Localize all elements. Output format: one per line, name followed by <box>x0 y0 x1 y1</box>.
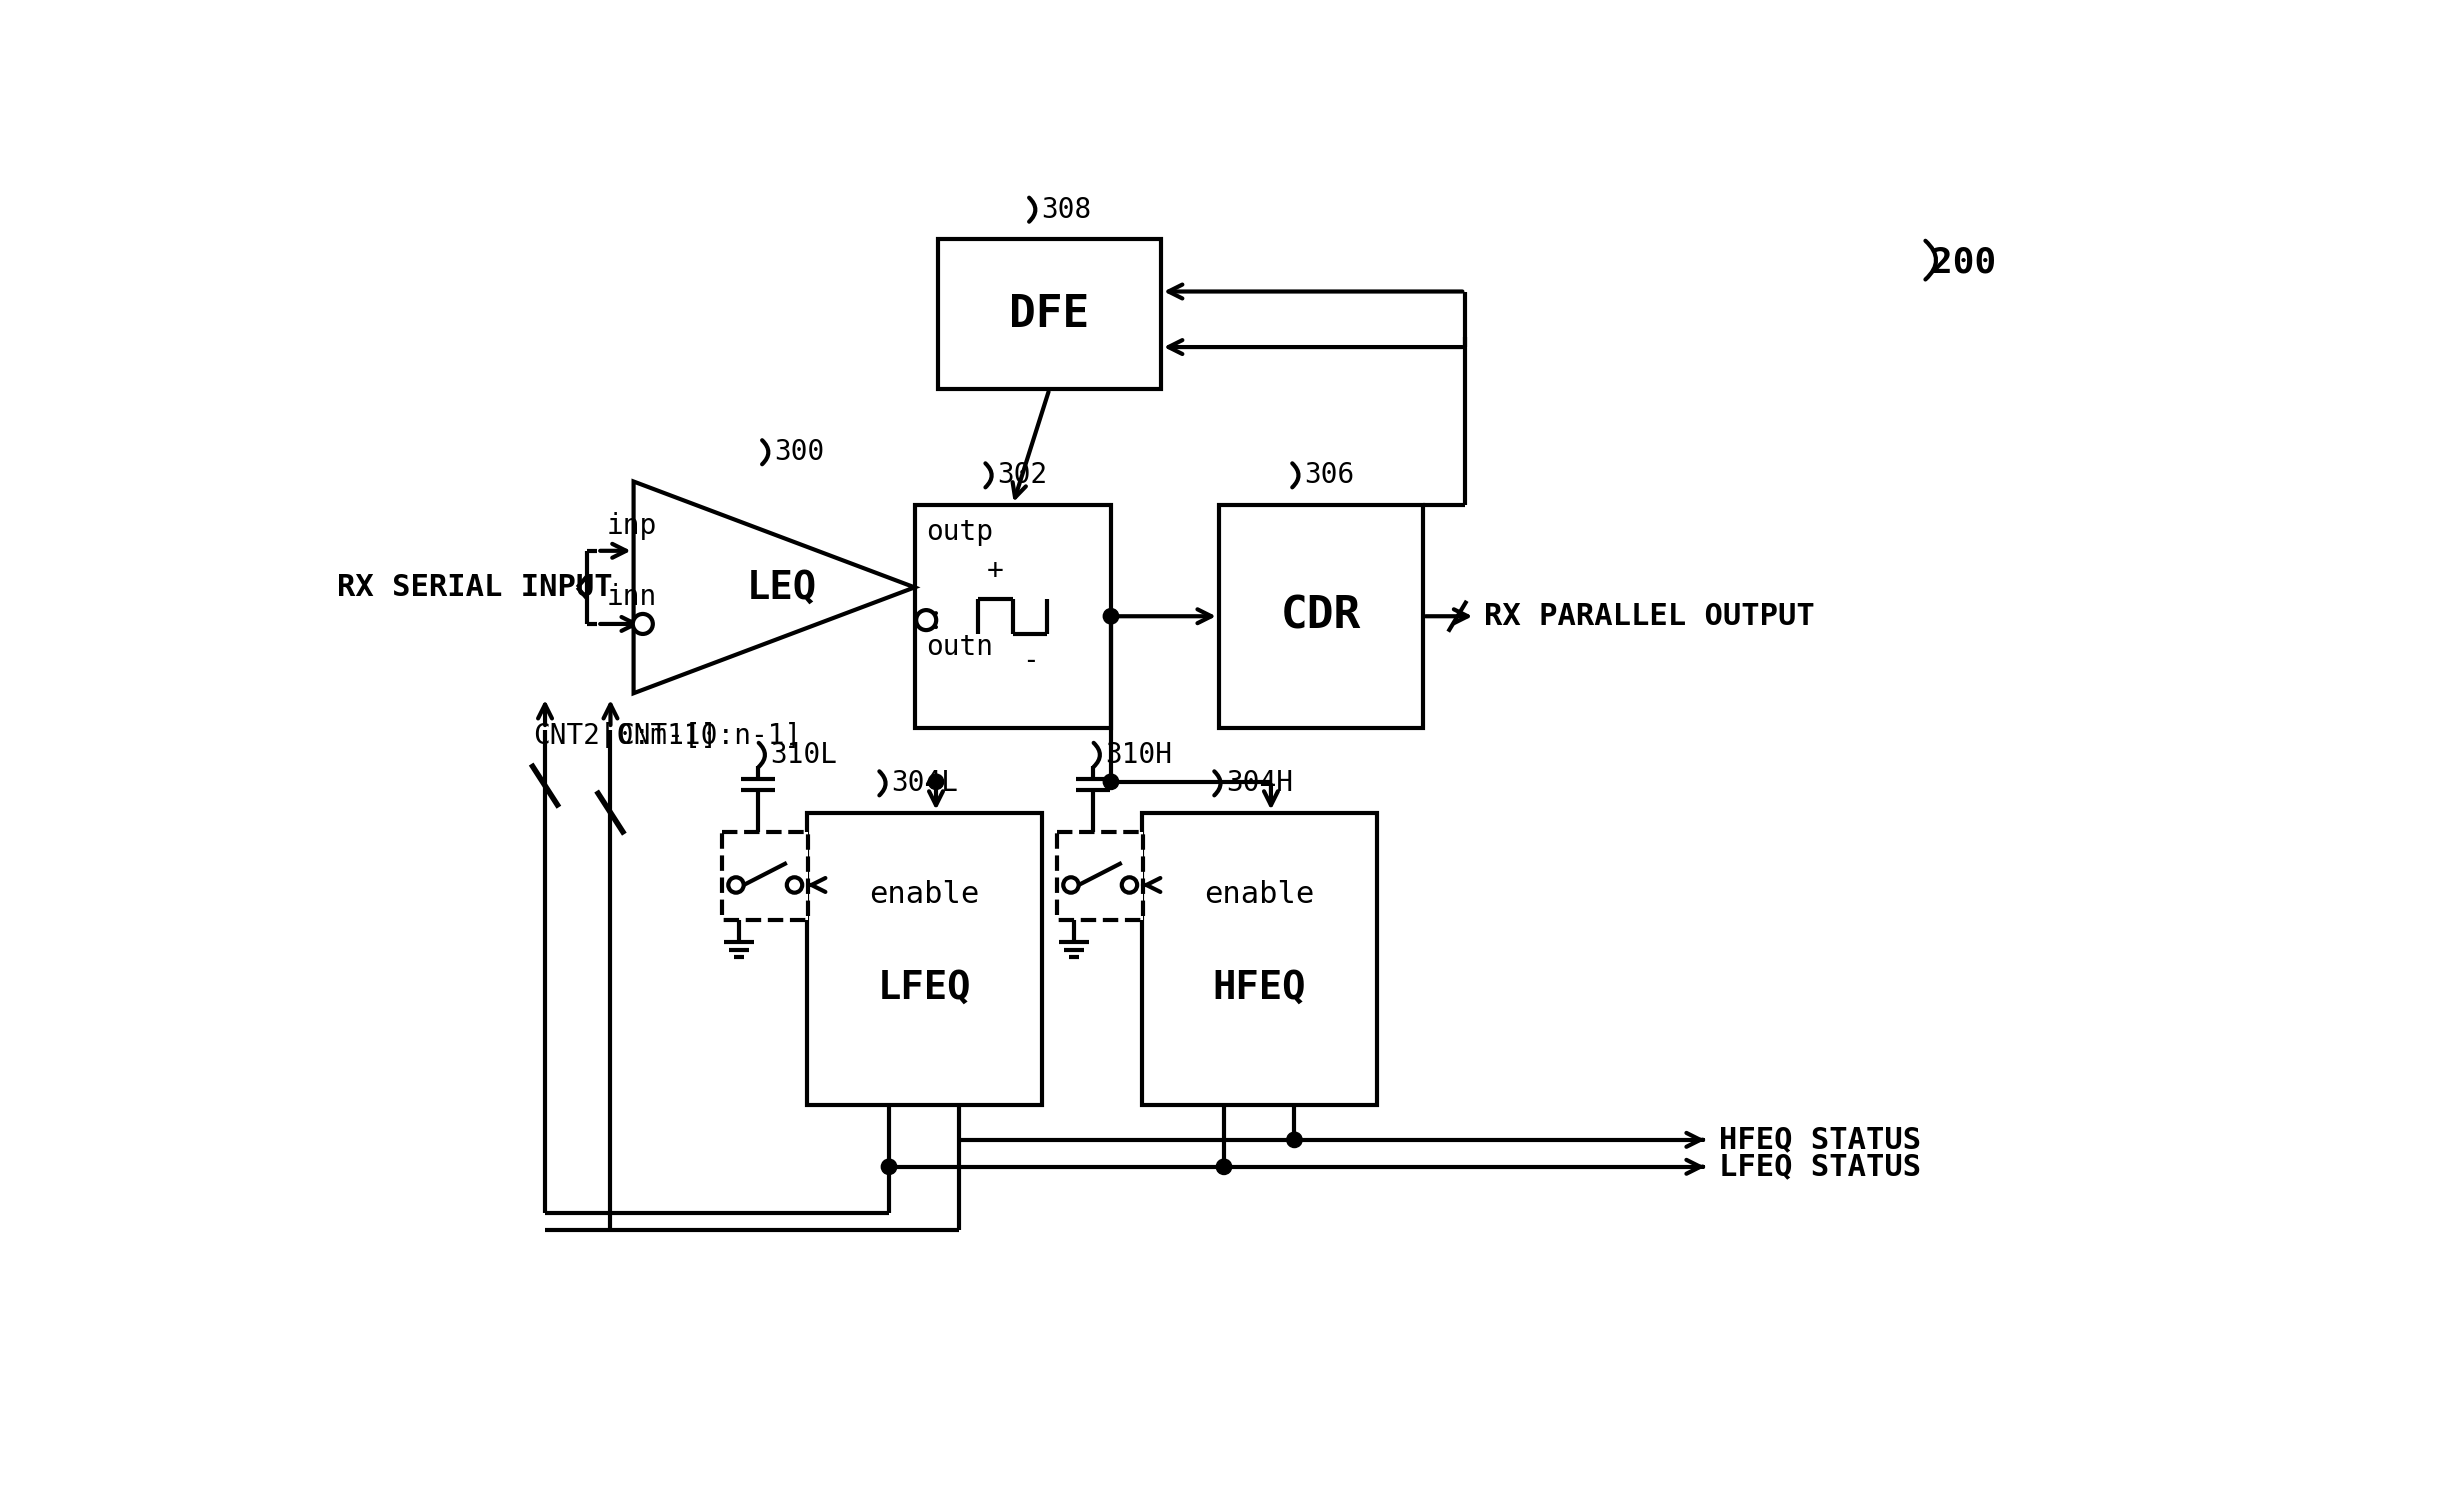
Text: 304H: 304H <box>1227 769 1293 797</box>
Circle shape <box>882 1160 897 1175</box>
Circle shape <box>1103 775 1118 790</box>
Circle shape <box>786 877 803 892</box>
Text: LFEQ STATUS: LFEQ STATUS <box>1719 1152 1921 1181</box>
Circle shape <box>633 615 653 634</box>
Text: 300: 300 <box>773 438 825 467</box>
Text: HFEQ STATUS: HFEQ STATUS <box>1719 1125 1921 1154</box>
Text: LFEQ: LFEQ <box>877 969 970 1007</box>
Text: CNT1[0:n-1]: CNT1[0:n-1] <box>616 722 800 749</box>
Text: HFEQ: HFEQ <box>1212 969 1305 1007</box>
Text: 308: 308 <box>1042 196 1091 223</box>
Text: outp: outp <box>926 518 993 545</box>
Text: inp: inp <box>606 512 658 541</box>
Text: 304L: 304L <box>892 769 958 797</box>
Text: 200: 200 <box>1931 245 1997 279</box>
Text: CDR: CDR <box>1281 595 1362 637</box>
Text: inn: inn <box>606 583 658 612</box>
Text: -: - <box>1022 648 1039 675</box>
Text: +: + <box>988 557 1005 586</box>
Bar <box>914 504 1111 728</box>
Text: outn: outn <box>926 633 993 661</box>
Bar <box>1219 504 1424 728</box>
Circle shape <box>1064 877 1079 892</box>
Text: 306: 306 <box>1303 462 1355 489</box>
Circle shape <box>729 877 744 892</box>
Text: enable: enable <box>1204 880 1315 909</box>
Circle shape <box>1121 877 1138 892</box>
Circle shape <box>1103 609 1118 624</box>
Text: enable: enable <box>869 880 980 909</box>
Bar <box>1143 812 1377 1105</box>
Bar <box>938 239 1160 390</box>
Text: RX SERIAL INPUT: RX SERIAL INPUT <box>337 572 613 602</box>
Text: CNT2[0:m-1]: CNT2[0:m-1] <box>534 722 717 749</box>
Text: 302: 302 <box>998 462 1047 489</box>
Text: LEQ: LEQ <box>746 568 818 607</box>
Text: DFE: DFE <box>1010 293 1089 335</box>
Circle shape <box>929 775 943 790</box>
Text: 310H: 310H <box>1106 741 1172 769</box>
Bar <box>722 832 808 921</box>
Bar <box>1057 832 1143 921</box>
Circle shape <box>1217 1160 1232 1175</box>
Circle shape <box>916 610 936 630</box>
Bar <box>808 812 1042 1105</box>
Text: RX PARALLEL OUTPUT: RX PARALLEL OUTPUT <box>1485 602 1815 631</box>
Circle shape <box>1286 1132 1303 1148</box>
Text: 310L: 310L <box>771 741 837 769</box>
